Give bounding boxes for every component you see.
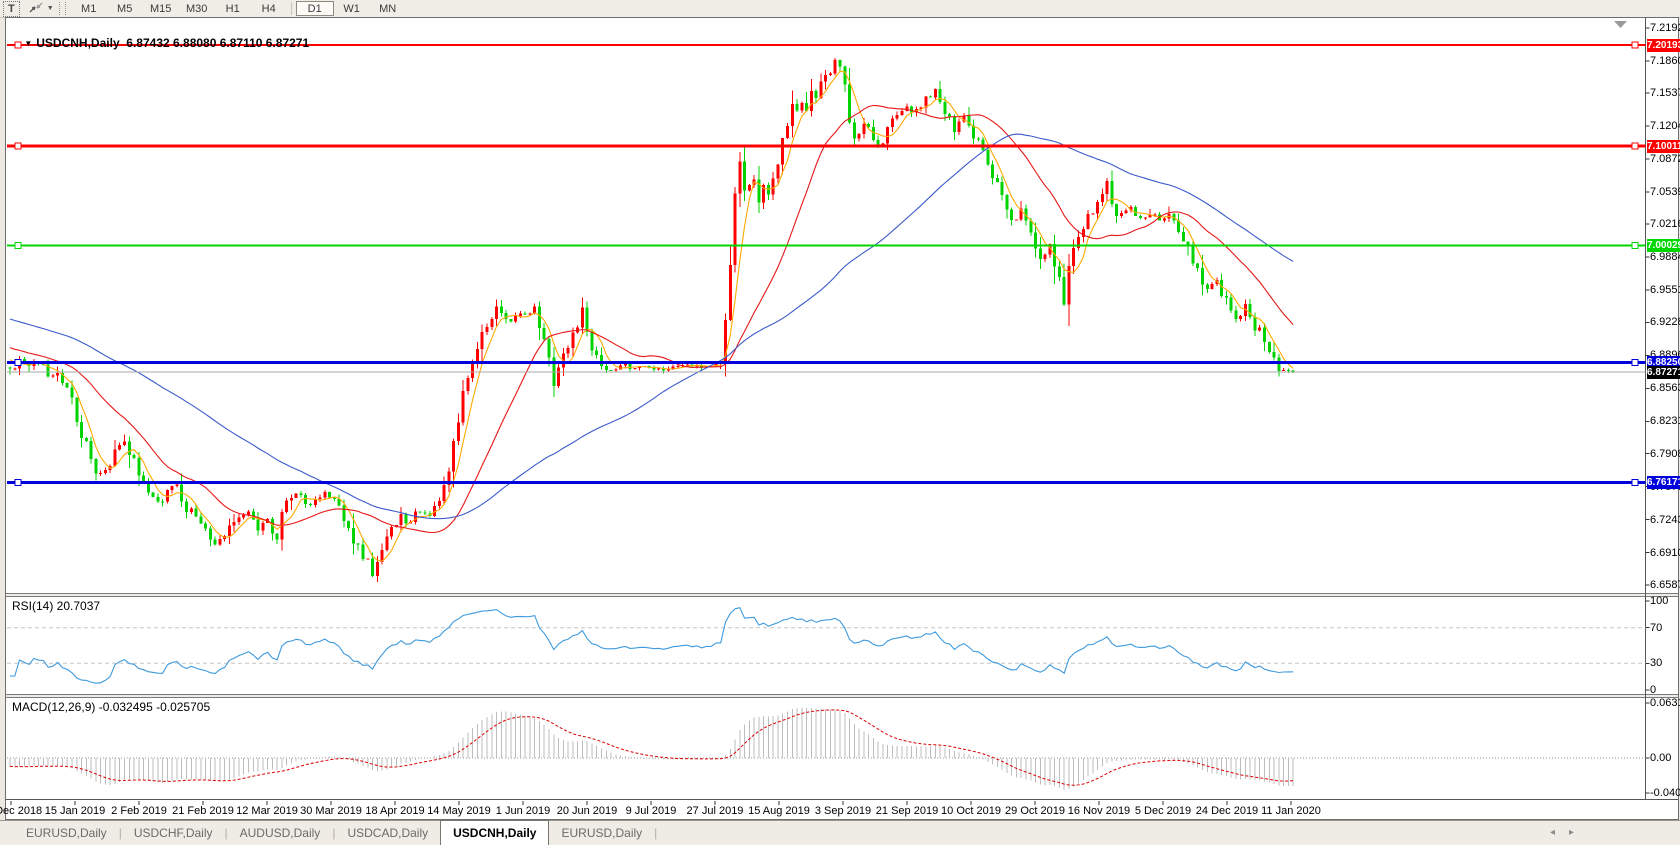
tab-audusd-daily[interactable]: AUDUSD,Daily xyxy=(239,826,321,840)
rsi-indicator-label: RSI(14) 20.7037 xyxy=(12,599,101,613)
rsi-axis-label: 0 xyxy=(1650,684,1657,696)
arrows-dropdown-icon[interactable]: ▼ xyxy=(46,5,54,12)
timeframe-m30-button[interactable]: M30 xyxy=(185,2,208,15)
date-axis-label: 21 Sep 2019 xyxy=(875,805,939,817)
text-tool-button[interactable]: T xyxy=(3,0,20,17)
price-axis-label: 6.98840 xyxy=(1650,251,1680,264)
date-axis-label: 18 Apr 2019 xyxy=(365,805,425,817)
tab-eurusd-daily-2[interactable]: EURUSD,Daily xyxy=(561,826,643,840)
price-axis-label: 6.65875 xyxy=(1650,578,1680,591)
toolbar-separator xyxy=(290,2,292,15)
hline-price-badge: 6.76171 xyxy=(1647,475,1680,489)
arrows-tool-button[interactable]: ▼ xyxy=(28,1,54,17)
hline-price-badge: 7.20193 xyxy=(1647,38,1680,52)
price-axis-label: 6.82310 xyxy=(1650,415,1680,428)
price-axis-label: 7.02165 xyxy=(1650,218,1680,231)
chart-window[interactable]: ▼ USDCNH,Daily 6.87432 6.88080 6.87110 6.… xyxy=(0,17,1680,820)
toolbar-grip[interactable] xyxy=(58,2,66,15)
tab-eurusd-daily-1[interactable]: EURUSD,Daily xyxy=(26,826,107,840)
price-axis-label: 7.15370 xyxy=(1650,86,1680,99)
tab-scroll-left-icon[interactable]: ◂ xyxy=(1549,827,1569,838)
date-axis-label: 12 Mar 2019 xyxy=(236,805,298,817)
date-axis-label: 24 Dec 2019 xyxy=(1195,805,1259,817)
macd-axis-label: 0.063184 xyxy=(1650,697,1680,710)
diagonal-arrows-icon xyxy=(28,1,44,17)
horizontal-lines[interactable] xyxy=(7,41,1646,486)
rsi-line xyxy=(9,607,1294,684)
macd-axis-label: 0.00 xyxy=(1650,752,1672,764)
tab-usdchf-daily[interactable]: USDCHF,Daily xyxy=(133,826,213,840)
tab-divider: | xyxy=(332,826,336,840)
tab-divider: | xyxy=(654,826,658,840)
price-axis-label: 7.18600 xyxy=(1650,54,1680,67)
hline-price-badge: 7.00029 xyxy=(1647,238,1680,252)
date-axis-label: 3 Sep 2019 xyxy=(814,805,872,817)
date-axis-label: 15 Aug 2019 xyxy=(748,805,810,817)
current-price-badge: 6.87271 xyxy=(1647,365,1680,379)
price-axis-label: 6.72430 xyxy=(1650,513,1680,526)
price-axis-label: 6.79080 xyxy=(1650,447,1680,460)
chart-symbol-label: USDCNH,Daily xyxy=(36,36,120,50)
ma-fast-line xyxy=(9,70,1294,562)
date-axis-label: 10 Oct 2019 xyxy=(941,805,1001,817)
pane-separators xyxy=(6,18,1678,800)
macd-axis-label: -0.04035 xyxy=(1650,787,1680,800)
chart-plot-area[interactable] xyxy=(6,18,1678,819)
date-axis-label: 14 May 2019 xyxy=(427,805,491,817)
date-axis-label: 29 Oct 2019 xyxy=(1005,805,1065,817)
price-axis-label: 6.92285 xyxy=(1650,316,1680,329)
price-axis-label: 7.21925 xyxy=(1650,21,1680,34)
rsi-axis-label: 70 xyxy=(1650,621,1663,634)
date-axis-label: 15 Jan 2019 xyxy=(44,805,106,817)
macd-indicator-label: MACD(12,26,9) -0.032495 -0.025705 xyxy=(12,700,211,714)
macd-histogram xyxy=(9,707,1294,790)
date-axis-label: 2 Feb 2019 xyxy=(111,805,167,817)
candles xyxy=(8,57,1295,582)
price-axis-label: 6.85635 xyxy=(1650,382,1680,395)
date-axis-label: 11 Jan 2020 xyxy=(1261,805,1321,817)
rsi-axis-label: 100 xyxy=(1650,595,1669,607)
date-axis-label: 5 Dec 2019 xyxy=(1134,805,1192,817)
date-axis-label: 16 Nov 2019 xyxy=(1067,805,1131,817)
timeframe-mn-button[interactable]: MN xyxy=(379,2,397,15)
timeframe-m15-button[interactable]: M15 xyxy=(149,2,172,15)
ma-medium-line xyxy=(9,104,1294,534)
date-axis-label: 21 Feb 2019 xyxy=(172,805,234,817)
rsi-axis-label: 30 xyxy=(1650,657,1663,670)
timeframe-m1-button[interactable]: M1 xyxy=(81,2,97,15)
price-axis-label: 7.08720 xyxy=(1650,153,1680,166)
tab-scroll-right-icon[interactable]: ▸ xyxy=(1568,827,1588,838)
ma-slow-line xyxy=(9,133,1294,520)
date-axis-label: 30 Mar 2019 xyxy=(300,805,362,817)
symbol-tab-bar: EURUSD,Daily | USDCHF,Daily | AUDUSD,Dai… xyxy=(0,819,1680,845)
tab-usdcnh-daily-active[interactable]: USDCNH,Daily xyxy=(440,819,550,845)
timeframe-m5-button[interactable]: M5 xyxy=(117,2,133,15)
date-axis-label: 1 Jun 2019 xyxy=(495,805,551,817)
date-axis-label: 9 Jul 2019 xyxy=(625,805,677,817)
tab-usdcad-daily[interactable]: USDCAD,Daily xyxy=(347,826,429,840)
date-axis-label: 20 Jun 2019 xyxy=(556,805,618,817)
top-toolbar: T ▼ M1 M5 M15 M30 H1 H4 D1 W1 MN xyxy=(0,0,1680,18)
tab-divider: | xyxy=(118,826,122,840)
timeframe-h4-button[interactable]: H4 xyxy=(261,2,276,15)
price-axis-label: 6.69105 xyxy=(1650,546,1680,559)
timeframe-w1-button[interactable]: W1 xyxy=(343,2,360,15)
price-axis-label: 6.95515 xyxy=(1650,284,1680,297)
date-axis-label: 27 Jul 2019 xyxy=(686,805,744,817)
macd-signal-line xyxy=(9,709,1294,786)
hline-price-badge: 7.10011 xyxy=(1647,139,1680,153)
timeframe-h1-button[interactable]: H1 xyxy=(225,2,240,15)
chart-title: ▼ USDCNH,Daily 6.87432 6.88080 6.87110 6.… xyxy=(11,22,309,64)
date-axis-label: 27 Dec 2018 xyxy=(0,805,43,817)
timeframe-d1-button[interactable]: D1 xyxy=(295,1,334,16)
price-axis-label: 7.12045 xyxy=(1650,119,1680,132)
chart-collapse-icon[interactable]: ▼ xyxy=(24,39,33,48)
price-axis-label: 7.05395 xyxy=(1650,186,1680,199)
chart-shift-marker[interactable] xyxy=(1614,21,1627,28)
chart-ohlc-values: 6.87432 6.88080 6.87110 6.87271 xyxy=(126,36,310,50)
tab-divider: | xyxy=(224,826,228,840)
